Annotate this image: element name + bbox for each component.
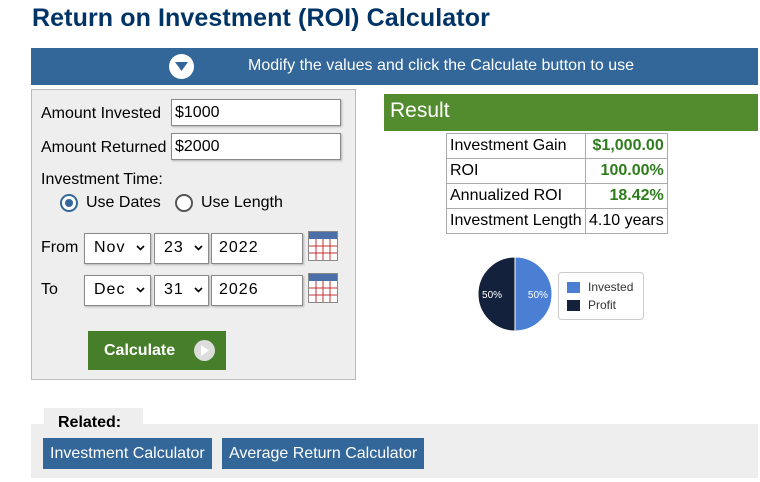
result-label: Investment Length — [446, 208, 586, 234]
legend-item: Invested — [567, 280, 633, 294]
investment-calculator-link[interactable]: Investment Calculator — [43, 438, 212, 469]
related-label: Related: — [58, 414, 122, 431]
calendar-icon[interactable] — [308, 231, 338, 261]
instructions-banner: Modify the values and click the Calculat… — [31, 48, 758, 85]
table-row: Investment Length 4.10 years — [446, 208, 668, 234]
to-day-value: 31 — [164, 281, 184, 298]
chevron-down-icon — [136, 287, 145, 293]
result-value: 4.10 years — [585, 208, 668, 234]
legend-label: Invested — [588, 280, 634, 294]
toggle-form-button[interactable] — [169, 54, 194, 79]
table-row: ROI 100.00% — [446, 158, 668, 184]
investment-time-label: Investment Time: — [41, 171, 163, 188]
amount-returned-input[interactable] — [171, 133, 341, 160]
banner-text: Modify the values and click the Calculat… — [248, 57, 634, 74]
amount-invested-input[interactable] — [171, 99, 341, 126]
use-length-radio[interactable]: Use Length — [175, 194, 283, 212]
from-day-select[interactable]: 23 — [154, 233, 209, 264]
chevron-down-icon — [136, 245, 145, 251]
result-label: ROI — [446, 158, 586, 184]
result-table: Investment Gain $1,000.00 ROI 100.00% An… — [446, 133, 668, 234]
from-month-select[interactable]: Nov — [84, 233, 151, 264]
from-label: From — [41, 239, 79, 256]
amount-returned-label: Amount Returned — [41, 139, 167, 156]
to-month-value: Dec — [94, 281, 126, 298]
chevron-down-icon — [194, 287, 203, 293]
use-length-label: Use Length — [201, 194, 283, 211]
from-year-input[interactable]: 2022 — [211, 233, 303, 264]
radio-unselected-icon — [175, 194, 193, 212]
result-label: Investment Gain — [446, 133, 586, 159]
amount-invested-label: Amount Invested — [41, 105, 162, 122]
result-label: Annualized ROI — [446, 183, 586, 209]
calculate-label: Calculate — [104, 342, 176, 359]
table-row: Investment Gain $1,000.00 — [446, 133, 668, 159]
chevron-down-icon — [194, 245, 203, 251]
from-month-value: Nov — [94, 239, 126, 256]
to-month-select[interactable]: Dec — [84, 275, 151, 306]
result-header: Result — [384, 94, 758, 131]
pie-slice-invested — [514, 256, 553, 332]
page-title: Return on Investment (ROI) Calculator — [32, 4, 490, 32]
table-row: Annualized ROI 18.42% — [446, 183, 668, 209]
radio-selected-icon — [60, 194, 78, 212]
calculate-button[interactable]: Calculate — [88, 331, 226, 370]
to-year-input[interactable]: 2026 — [211, 275, 303, 306]
legend-swatch — [567, 281, 580, 293]
to-day-select[interactable]: 31 — [154, 275, 209, 306]
roi-pie-chart: 50% 50% — [477, 256, 553, 332]
chevron-down-icon — [175, 62, 188, 71]
use-dates-radio[interactable]: Use Dates — [60, 194, 161, 212]
average-return-calculator-link[interactable]: Average Return Calculator — [222, 438, 425, 469]
to-label: To — [41, 281, 58, 298]
from-day-value: 23 — [164, 239, 184, 256]
pie-label: 50% — [482, 290, 502, 301]
legend-swatch — [567, 299, 580, 311]
calendar-icon[interactable] — [308, 273, 338, 303]
pie-label: 50% — [528, 290, 548, 301]
result-value: 100.00% — [585, 158, 668, 184]
play-icon — [194, 340, 215, 361]
use-dates-label: Use Dates — [86, 194, 161, 211]
result-value: 18.42% — [585, 183, 668, 209]
result-value: $1,000.00 — [585, 133, 668, 159]
result-title: Result — [390, 99, 450, 122]
legend-item: Profit — [567, 298, 616, 312]
related-tab — [44, 408, 143, 430]
chart-legend: Invested Profit — [558, 272, 644, 320]
legend-label: Profit — [588, 298, 617, 312]
pie-slice-profit — [477, 256, 516, 332]
